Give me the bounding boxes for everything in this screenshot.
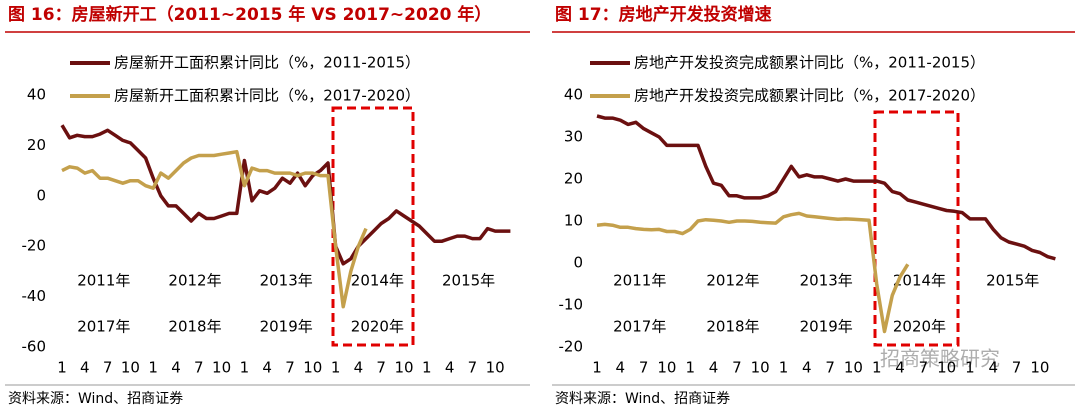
x-tick-label: 10 [1030,359,1049,377]
year-label: 2013年 [800,272,853,290]
y-tick-label: -20 [559,338,584,356]
x-tick-label: 7 [825,359,835,377]
series-line [596,211,910,334]
chart-title: 图 16：房屋新开工（2011~2015 年 VS 2017~2020 年） [8,4,491,25]
x-tick-label: 7 [103,359,113,377]
x-tick-label: 7 [1012,359,1022,377]
x-tick-label: 10 [212,359,231,377]
watermark: 招商策略研究 [880,347,1000,371]
chart-title: 图 17：房地产开发投资增速 [555,4,772,25]
x-tick-label: 1 [148,359,158,377]
series-line [61,149,368,309]
year-label: 2012年 [168,272,221,290]
year-label: 2011年 [77,272,130,290]
series-line [596,114,1056,261]
y-tick-label: 0 [573,254,583,272]
x-tick-label: 4 [988,359,998,377]
x-tick-label: 7 [376,359,386,377]
x-tick-label: 10 [486,359,505,377]
x-tick-label: 7 [194,359,204,377]
x-tick-label: 1 [779,359,789,377]
y-tick-label: -40 [22,287,47,305]
x-tick-label: 10 [303,359,322,377]
x-tick-label: 10 [121,359,140,377]
x-tick-label: 4 [802,359,812,377]
source: 资料来源：Wind、招商证券 [8,391,183,407]
highlight-box [873,110,960,347]
year-label: 2012年 [706,272,759,290]
year-label: 2015年 [986,272,1039,290]
y-tick-label: 20 [564,170,583,188]
year-label: 2011年 [613,272,666,290]
x-tick-label: 7 [285,359,295,377]
x-tick-label: 4 [171,359,181,377]
x-tick-label: 1 [872,359,882,377]
x-tick-label: 10 [751,359,770,377]
year-label: 2020年 [893,318,946,336]
year-label: 2014年 [893,272,946,290]
x-tick-label: 4 [354,359,364,377]
x-tick-label: 7 [639,359,649,377]
x-tick-label: 4 [709,359,719,377]
year-label: 2013年 [260,272,313,290]
series-line [60,124,511,266]
legend-label: 房地产开发投资完成额累计同比（%，2017-2020） [634,87,985,105]
x-tick-label: 10 [844,359,863,377]
x-tick-label: 4 [616,359,626,377]
x-tick-label: 1 [240,359,250,377]
x-tick-label: 4 [445,359,455,377]
x-tick-label: 10 [937,359,956,377]
legend-label: 房屋新开工面积累计同比（%，2017-2020） [114,87,420,105]
legend-label: 房地产开发投资完成额累计同比（%，2011-2015） [634,54,985,72]
year-label: 2018年 [168,318,221,336]
source: 资料来源：Wind、招商证券 [555,391,730,407]
year-label: 2014年 [351,272,404,290]
x-tick-label: 1 [422,359,432,377]
y-tick-label: 10 [564,212,583,230]
y-tick-label: 30 [564,128,583,146]
year-label: 2017年 [613,318,666,336]
y-tick-label: -60 [22,338,47,356]
year-label: 2019年 [260,318,313,336]
x-tick-label: 1 [965,359,975,377]
y-tick-label: 20 [27,136,46,154]
x-tick-label: 1 [331,359,341,377]
highlight-box [331,106,415,347]
x-tick-label: 4 [262,359,272,377]
x-tick-label: 7 [468,359,478,377]
x-tick-label: 1 [57,359,67,377]
x-tick-label: 1 [592,359,602,377]
y-tick-label: 0 [36,186,46,204]
x-tick-label: 4 [895,359,905,377]
x-tick-label: 10 [394,359,413,377]
x-tick-label: 1 [685,359,695,377]
y-tick-label: 40 [27,86,46,104]
year-label: 2019年 [800,318,853,336]
year-label: 2018年 [706,318,759,336]
x-tick-label: 10 [657,359,676,377]
y-tick-label: 40 [564,86,583,104]
year-label: 2020年 [351,318,404,336]
y-tick-label: -10 [559,296,584,314]
x-tick-label: 7 [919,359,929,377]
year-label: 2017年 [77,318,130,336]
x-tick-label: 4 [80,359,90,377]
x-tick-label: 7 [732,359,742,377]
legend-label: 房屋新开工面积累计同比（%，2011-2015） [114,54,420,72]
year-label: 2015年 [442,272,495,290]
y-tick-label: -20 [22,237,47,255]
